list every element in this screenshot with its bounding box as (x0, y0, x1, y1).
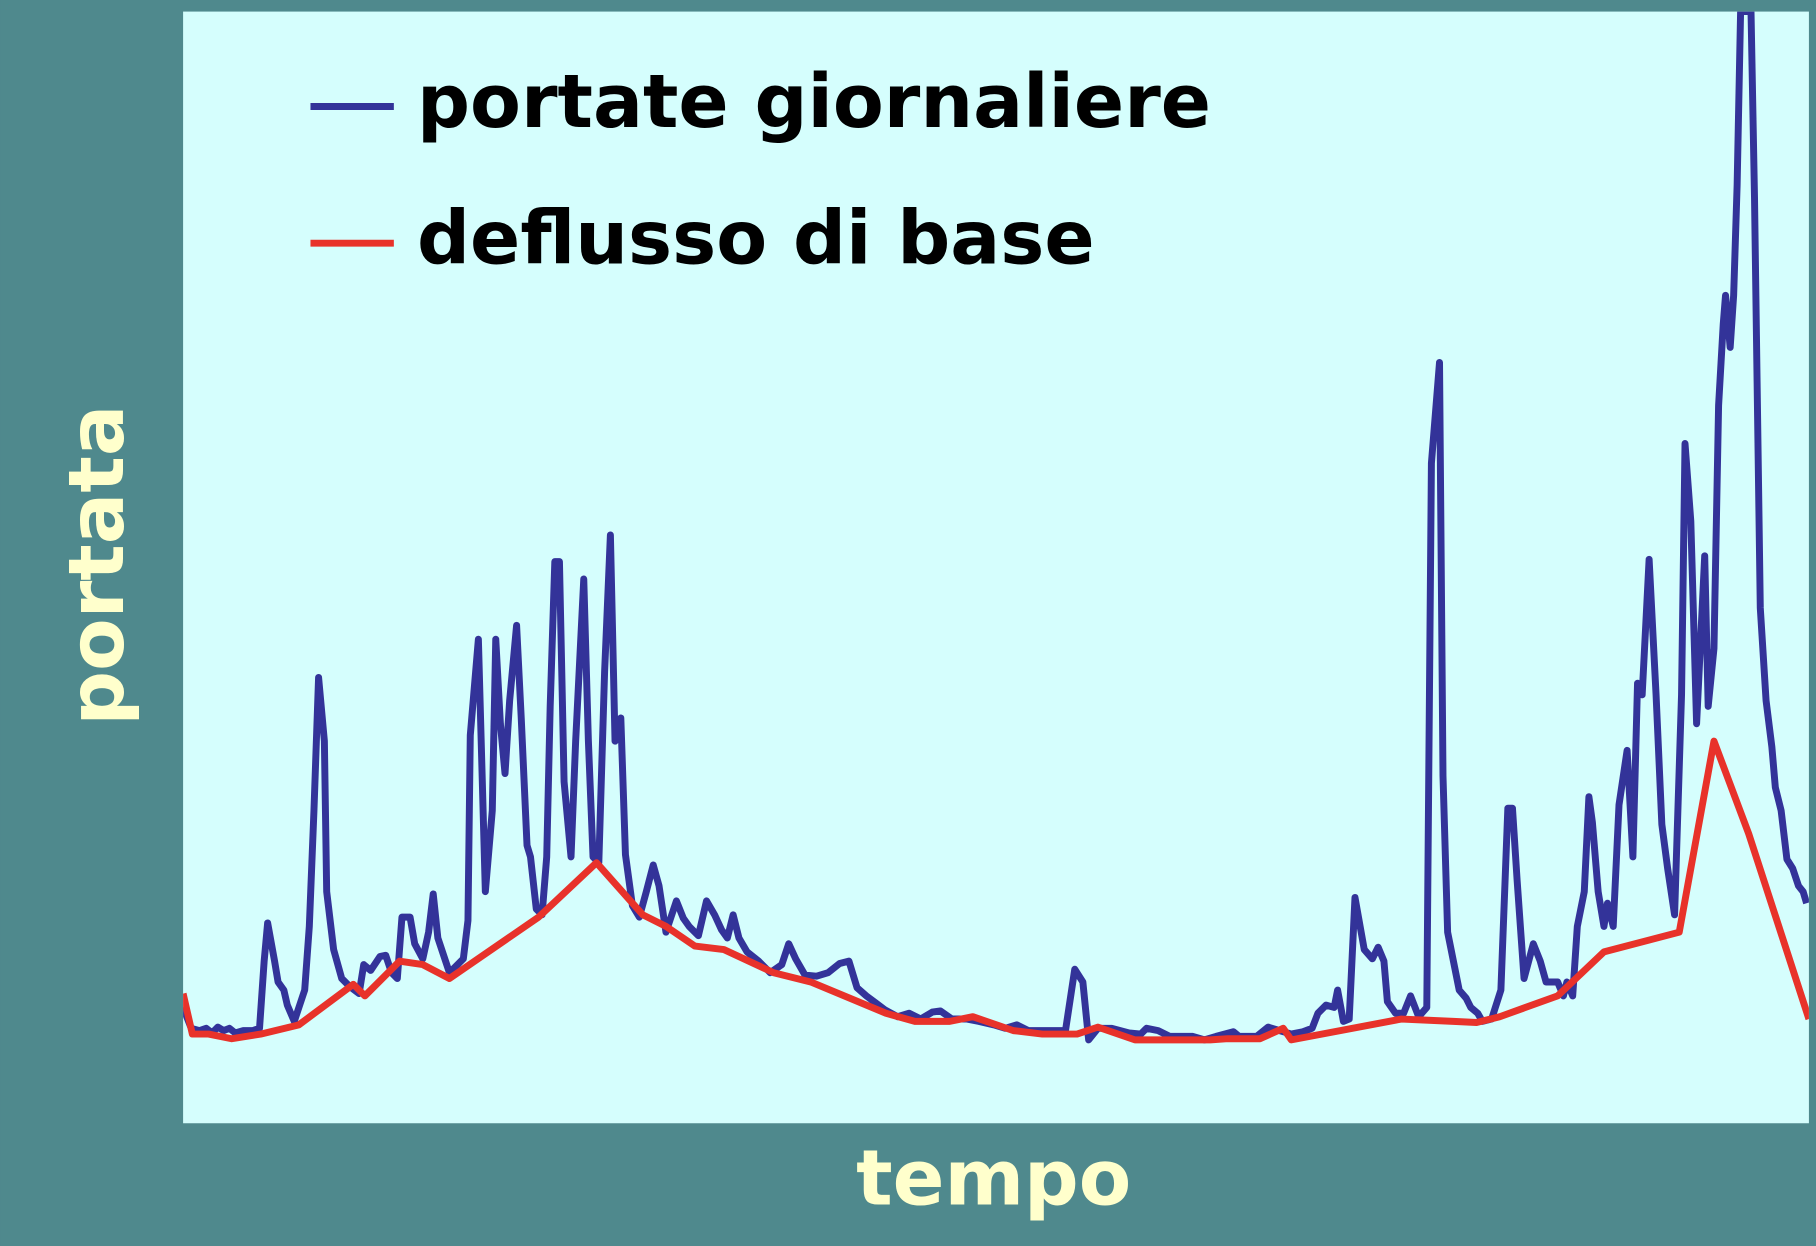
legend: portate giornaliere deflusso di base (310, 59, 1211, 282)
legend-label: deflusso di base (417, 196, 1095, 282)
x-axis-label: tempo (856, 1134, 1131, 1223)
legend-label: portate giornaliere (417, 59, 1211, 145)
plot-area (183, 11, 1809, 1124)
series-line (183, 737, 1809, 1044)
lines (183, 11, 1809, 1044)
y-axis-label: portata (53, 405, 142, 726)
